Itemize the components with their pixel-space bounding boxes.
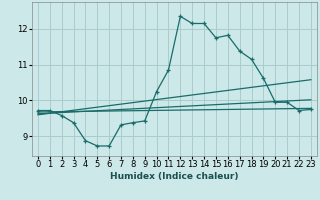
X-axis label: Humidex (Indice chaleur): Humidex (Indice chaleur): [110, 172, 239, 181]
